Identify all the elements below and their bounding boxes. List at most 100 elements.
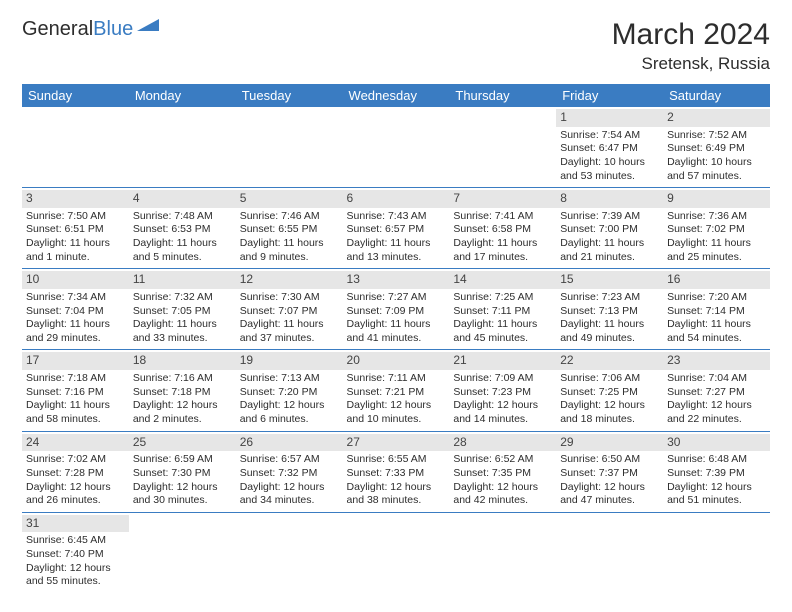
day-number: 31 xyxy=(22,515,129,533)
calendar-cell: 3Sunrise: 7:50 AMSunset: 6:51 PMDaylight… xyxy=(22,188,129,269)
sunrise-text: Sunrise: 7:09 AM xyxy=(453,372,552,386)
day-number: 11 xyxy=(129,271,236,289)
calendar-cell: 11Sunrise: 7:32 AMSunset: 7:05 PMDayligh… xyxy=(129,269,236,350)
day-number: 24 xyxy=(22,434,129,452)
weekday-header: Wednesday xyxy=(343,84,450,107)
day-number: 25 xyxy=(129,434,236,452)
calendar-row: 10Sunrise: 7:34 AMSunset: 7:04 PMDayligh… xyxy=(22,269,770,350)
sunrise-text: Sunrise: 7:11 AM xyxy=(347,372,446,386)
day-number: 6 xyxy=(343,190,450,208)
daylight-text: Daylight: 11 hours and 29 minutes. xyxy=(26,318,125,345)
sunrise-text: Sunrise: 7:32 AM xyxy=(133,291,232,305)
sunset-text: Sunset: 7:00 PM xyxy=(560,223,659,237)
daylight-text: Daylight: 12 hours and 22 minutes. xyxy=(667,399,766,426)
calendar-cell: 24Sunrise: 7:02 AMSunset: 7:28 PMDayligh… xyxy=(22,431,129,512)
daylight-text: Daylight: 11 hours and 58 minutes. xyxy=(26,399,125,426)
day-number: 9 xyxy=(663,190,770,208)
sunrise-text: Sunrise: 7:52 AM xyxy=(667,129,766,143)
calendar-cell: 27Sunrise: 6:55 AMSunset: 7:33 PMDayligh… xyxy=(343,431,450,512)
daylight-text: Daylight: 12 hours and 38 minutes. xyxy=(347,481,446,508)
calendar-cell: 22Sunrise: 7:06 AMSunset: 7:25 PMDayligh… xyxy=(556,350,663,431)
calendar-cell: 8Sunrise: 7:39 AMSunset: 7:00 PMDaylight… xyxy=(556,188,663,269)
daylight-text: Daylight: 12 hours and 6 minutes. xyxy=(240,399,339,426)
sunrise-text: Sunrise: 7:34 AM xyxy=(26,291,125,305)
calendar-cell: 1Sunrise: 7:54 AMSunset: 6:47 PMDaylight… xyxy=(556,107,663,188)
sunset-text: Sunset: 7:14 PM xyxy=(667,305,766,319)
day-number: 29 xyxy=(556,434,663,452)
calendar-row: 24Sunrise: 7:02 AMSunset: 7:28 PMDayligh… xyxy=(22,431,770,512)
daylight-text: Daylight: 11 hours and 54 minutes. xyxy=(667,318,766,345)
sunset-text: Sunset: 6:58 PM xyxy=(453,223,552,237)
calendar-cell: 6Sunrise: 7:43 AMSunset: 6:57 PMDaylight… xyxy=(343,188,450,269)
sunset-text: Sunset: 7:16 PM xyxy=(26,386,125,400)
day-number: 20 xyxy=(343,352,450,370)
day-number: 1 xyxy=(556,109,663,127)
day-number: 26 xyxy=(236,434,343,452)
daylight-text: Daylight: 12 hours and 42 minutes. xyxy=(453,481,552,508)
sunset-text: Sunset: 7:04 PM xyxy=(26,305,125,319)
sunrise-text: Sunrise: 7:06 AM xyxy=(560,372,659,386)
calendar-cell: 14Sunrise: 7:25 AMSunset: 7:11 PMDayligh… xyxy=(449,269,556,350)
sunset-text: Sunset: 7:09 PM xyxy=(347,305,446,319)
sunset-text: Sunset: 7:28 PM xyxy=(26,467,125,481)
daylight-text: Daylight: 11 hours and 49 minutes. xyxy=(560,318,659,345)
day-number: 3 xyxy=(22,190,129,208)
sunrise-text: Sunrise: 7:43 AM xyxy=(347,210,446,224)
day-number: 16 xyxy=(663,271,770,289)
sunrise-text: Sunrise: 6:57 AM xyxy=(240,453,339,467)
calendar-cell xyxy=(22,107,129,188)
title-block: March 2024 Sretensk, Russia xyxy=(612,18,770,74)
sunset-text: Sunset: 7:33 PM xyxy=(347,467,446,481)
day-number: 27 xyxy=(343,434,450,452)
sunrise-text: Sunrise: 6:50 AM xyxy=(560,453,659,467)
calendar-cell: 21Sunrise: 7:09 AMSunset: 7:23 PMDayligh… xyxy=(449,350,556,431)
sunrise-text: Sunrise: 7:23 AM xyxy=(560,291,659,305)
logo-flag-icon xyxy=(137,18,159,41)
daylight-text: Daylight: 11 hours and 5 minutes. xyxy=(133,237,232,264)
daylight-text: Daylight: 11 hours and 9 minutes. xyxy=(240,237,339,264)
daylight-text: Daylight: 12 hours and 34 minutes. xyxy=(240,481,339,508)
daylight-text: Daylight: 11 hours and 17 minutes. xyxy=(453,237,552,264)
sunset-text: Sunset: 7:27 PM xyxy=(667,386,766,400)
calendar-cell: 20Sunrise: 7:11 AMSunset: 7:21 PMDayligh… xyxy=(343,350,450,431)
sunrise-text: Sunrise: 6:59 AM xyxy=(133,453,232,467)
calendar-cell: 17Sunrise: 7:18 AMSunset: 7:16 PMDayligh… xyxy=(22,350,129,431)
sunrise-text: Sunrise: 7:50 AM xyxy=(26,210,125,224)
calendar-cell xyxy=(236,107,343,188)
day-number: 28 xyxy=(449,434,556,452)
sunrise-text: Sunrise: 7:25 AM xyxy=(453,291,552,305)
sunrise-text: Sunrise: 7:46 AM xyxy=(240,210,339,224)
logo-text-1: General xyxy=(22,18,93,41)
calendar-cell xyxy=(449,512,556,593)
day-number: 7 xyxy=(449,190,556,208)
daylight-text: Daylight: 11 hours and 33 minutes. xyxy=(133,318,232,345)
sunset-text: Sunset: 6:47 PM xyxy=(560,142,659,156)
sunset-text: Sunset: 6:57 PM xyxy=(347,223,446,237)
sunset-text: Sunset: 7:23 PM xyxy=(453,386,552,400)
day-number: 8 xyxy=(556,190,663,208)
calendar-cell: 12Sunrise: 7:30 AMSunset: 7:07 PMDayligh… xyxy=(236,269,343,350)
daylight-text: Daylight: 10 hours and 57 minutes. xyxy=(667,156,766,183)
calendar-cell xyxy=(129,107,236,188)
weekday-header-row: Sunday Monday Tuesday Wednesday Thursday… xyxy=(22,84,770,107)
calendar-cell: 31Sunrise: 6:45 AMSunset: 7:40 PMDayligh… xyxy=(22,512,129,593)
calendar-cell: 26Sunrise: 6:57 AMSunset: 7:32 PMDayligh… xyxy=(236,431,343,512)
calendar-row: 17Sunrise: 7:18 AMSunset: 7:16 PMDayligh… xyxy=(22,350,770,431)
calendar-cell: 23Sunrise: 7:04 AMSunset: 7:27 PMDayligh… xyxy=(663,350,770,431)
logo: GeneralBlue xyxy=(22,18,159,41)
day-number: 14 xyxy=(449,271,556,289)
daylight-text: Daylight: 12 hours and 18 minutes. xyxy=(560,399,659,426)
calendar-cell: 25Sunrise: 6:59 AMSunset: 7:30 PMDayligh… xyxy=(129,431,236,512)
daylight-text: Daylight: 12 hours and 47 minutes. xyxy=(560,481,659,508)
calendar-cell: 5Sunrise: 7:46 AMSunset: 6:55 PMDaylight… xyxy=(236,188,343,269)
daylight-text: Daylight: 11 hours and 21 minutes. xyxy=(560,237,659,264)
sunset-text: Sunset: 7:20 PM xyxy=(240,386,339,400)
daylight-text: Daylight: 12 hours and 26 minutes. xyxy=(26,481,125,508)
weekday-header: Friday xyxy=(556,84,663,107)
day-number: 19 xyxy=(236,352,343,370)
calendar-row: 3Sunrise: 7:50 AMSunset: 6:51 PMDaylight… xyxy=(22,188,770,269)
day-number: 17 xyxy=(22,352,129,370)
weekday-header: Monday xyxy=(129,84,236,107)
daylight-text: Daylight: 11 hours and 45 minutes. xyxy=(453,318,552,345)
daylight-text: Daylight: 12 hours and 55 minutes. xyxy=(26,562,125,589)
